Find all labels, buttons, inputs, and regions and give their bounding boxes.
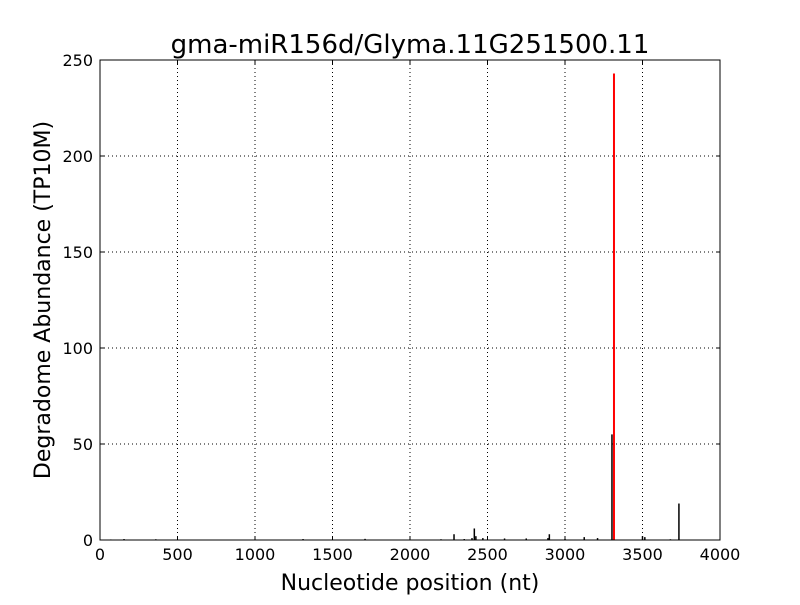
y-tick-label: 50 xyxy=(73,435,93,454)
y-tick-label: 150 xyxy=(62,243,93,262)
x-tick-label: 2000 xyxy=(390,545,431,564)
y-axis-label: Degradome Abundance (TP10M) xyxy=(31,121,56,479)
x-tick-label: 1000 xyxy=(235,545,276,564)
x-tick-label: 1500 xyxy=(312,545,353,564)
y-tick-label: 200 xyxy=(62,147,93,166)
y-tick-label: 250 xyxy=(62,51,93,70)
y-tick-label: 100 xyxy=(62,339,93,358)
chart-title: gma-miR156d/Glyma.11G251500.11 xyxy=(171,30,650,60)
x-tick-label: 3500 xyxy=(622,545,663,564)
x-tick-label: 500 xyxy=(162,545,193,564)
y-tick-label: 0 xyxy=(83,531,93,550)
x-axis-label: Nucleotide position (nt) xyxy=(281,571,540,596)
x-tick-label: 4000 xyxy=(700,545,741,564)
x-tick-label: 2500 xyxy=(467,545,508,564)
x-tick-label: 0 xyxy=(95,545,105,564)
x-tick-label: 3000 xyxy=(545,545,586,564)
